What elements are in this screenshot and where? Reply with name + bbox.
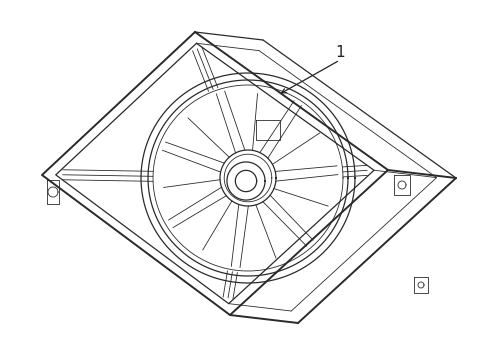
Text: 1: 1 [334, 45, 344, 59]
